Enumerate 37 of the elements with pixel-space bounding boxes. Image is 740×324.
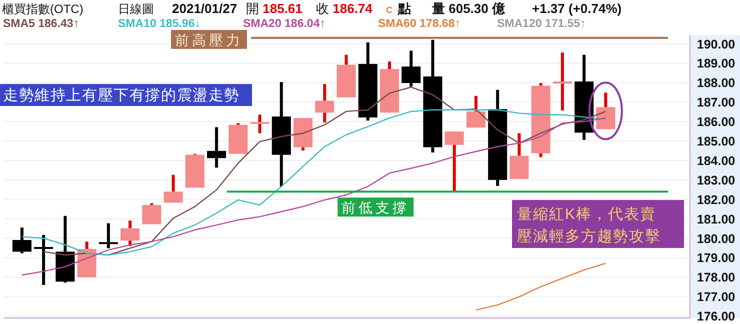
text: 2021/01/27 (172, 1, 238, 16)
text: SMA10 185.96↓ (118, 18, 200, 30)
text: SMA5 186.43↑ (3, 18, 80, 30)
y-tick-label: 188.00 (696, 76, 736, 90)
text: 開 185.61 (246, 1, 302, 16)
text: 量 605.30 億 (431, 1, 506, 16)
line-series (475, 262, 606, 311)
y-tick-label: 180.00 (696, 232, 736, 246)
y-tick-label: 182.00 (696, 192, 736, 207)
ref-line-label: 前高壓力 (174, 32, 243, 48)
y-tick-label: 186.00 (696, 115, 736, 130)
y-tick-label: 189.00 (696, 56, 736, 71)
ref-line-label: 前低支撐 (342, 200, 410, 216)
y-tick-label: 184.00 (696, 154, 736, 168)
text: +1.37 (+0.74%) (532, 1, 622, 16)
y-tick-label: 183.00 (696, 173, 736, 188)
ref-line: 前高壓力 (170, 30, 668, 49)
annotation: 量縮紅K棒，代表賣壓減輕多方趨勢攻擊 (517, 206, 661, 245)
text: 點 (397, 1, 411, 16)
annotation: 走勢維持上有壓下有撐的震盪走勢 (3, 87, 240, 104)
y-tick-label: 185.00 (696, 134, 736, 149)
y-tick-label: 179.00 (696, 251, 736, 266)
y-tick-label: 190.00 (696, 37, 736, 52)
note-box: 量縮紅K棒，代表賣壓減輕多方趨勢攻擊 (512, 200, 684, 248)
text: 收 186.74 (316, 1, 374, 16)
note-box: 走勢維持上有壓下有撐的震盪走勢 (0, 84, 252, 106)
y-tick-label: 181.00 (696, 212, 736, 226)
chart-subtitle: 日線圖 (118, 2, 154, 16)
y-tick-label: 177.00 (696, 290, 736, 304)
text: SMA20 186.04↑ (243, 18, 326, 30)
y-tick-label: 178.00 (696, 270, 736, 285)
chart-title: 櫃買指數(OTC) (2, 2, 84, 16)
text: SMA120 171.55↑ (497, 18, 586, 30)
text: C (386, 5, 393, 15)
y-tick-label: 187.00 (696, 96, 736, 110)
y-tick-label: 176.00 (696, 310, 736, 324)
text: SMA60 178.68↑ (378, 18, 460, 30)
